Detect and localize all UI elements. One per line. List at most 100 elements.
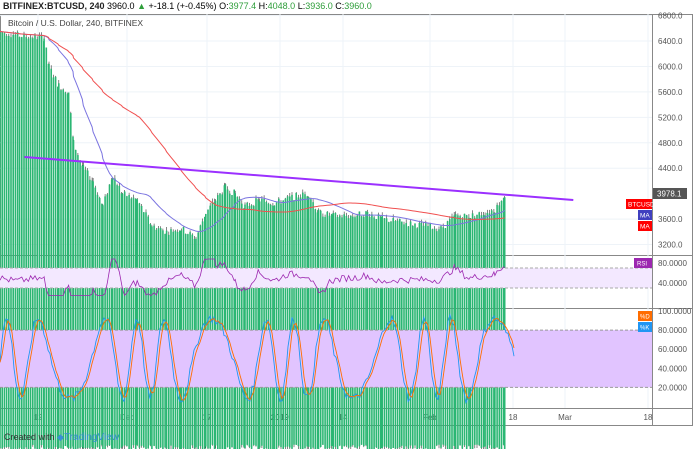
candle-body <box>130 198 133 449</box>
o-label: O: <box>219 1 229 11</box>
candle-body <box>38 35 41 449</box>
candle-body <box>234 193 236 449</box>
candle-body <box>226 189 229 448</box>
tradingview-logo-icon: ◆ <box>57 432 64 442</box>
series-badge <box>626 199 652 209</box>
candle-body <box>224 184 227 449</box>
x-tick-label: 14 <box>339 413 348 422</box>
candle-body <box>27 38 30 449</box>
candle-body <box>302 192 304 449</box>
candle-body <box>52 77 55 449</box>
y-tick-label: 5600.0 <box>658 88 683 97</box>
close: 3960.0 <box>344 1 372 11</box>
stoch-tick-label: 40.0000 <box>658 364 687 373</box>
candle-body <box>463 213 466 446</box>
candle-body <box>136 199 138 445</box>
candle-body <box>500 200 503 449</box>
candle-body <box>273 205 276 449</box>
candle-body <box>48 63 50 449</box>
candle-body <box>50 68 52 449</box>
chart-subtitle: Bitcoin / U.S. Dollar, 240, BITFINEX <box>8 18 144 28</box>
tradingview-brand[interactable]: TradingView <box>63 432 119 443</box>
candle-body <box>272 205 274 449</box>
candle-body <box>488 213 491 446</box>
candle-body <box>310 199 312 449</box>
footer[interactable]: Created with ◆TradingView <box>4 432 119 443</box>
candle-body <box>132 197 135 446</box>
candle-body <box>123 191 126 446</box>
candle-body <box>143 212 145 448</box>
candle-body <box>478 212 480 446</box>
candle-body <box>12 34 14 449</box>
candle-body <box>102 205 104 449</box>
candle-body <box>5 35 8 447</box>
candle-body <box>267 203 270 449</box>
candle-body <box>23 33 25 449</box>
stoch-tick-label: 100.0000 <box>658 307 692 316</box>
high: 4048.0 <box>267 1 296 11</box>
stoch-k-line <box>0 313 515 405</box>
candle-body <box>111 177 114 449</box>
candle-body <box>54 76 57 447</box>
candle-body <box>207 209 209 449</box>
candle-body <box>94 187 97 449</box>
candle-body <box>128 194 130 449</box>
candle-body <box>307 197 310 447</box>
last-price-badge <box>653 188 687 199</box>
rsi-line <box>0 258 505 297</box>
candle-body <box>238 198 241 449</box>
candle-body <box>79 160 81 448</box>
candle-body <box>58 83 60 448</box>
stoch-band <box>0 330 652 388</box>
candle-body <box>282 200 284 449</box>
stoch-tick-label: 80.0000 <box>658 326 687 335</box>
candle-body <box>118 185 121 449</box>
candle-body <box>297 197 300 447</box>
candle-body <box>8 35 10 447</box>
candle-body <box>81 165 84 447</box>
candle-body <box>3 33 6 448</box>
candle-body <box>236 196 239 449</box>
candle-body <box>91 180 93 448</box>
rsi-tick-label: 80.0000 <box>658 259 687 268</box>
series-badge-label: BTCUSD <box>628 202 655 209</box>
candle-body <box>126 196 128 446</box>
candle-body <box>258 201 261 448</box>
candle-body <box>257 199 259 449</box>
candle-body <box>82 164 85 449</box>
candle-body <box>233 189 235 449</box>
candle-body <box>74 149 77 449</box>
candle-body <box>29 37 32 449</box>
l-label: L: <box>297 1 306 11</box>
y-tick-label: 4400.0 <box>658 164 683 173</box>
up-arrow-icon: ▲ <box>137 1 146 11</box>
candle-body <box>219 193 221 449</box>
candle-body <box>498 205 501 449</box>
candle-body <box>213 202 216 449</box>
candle-body <box>140 205 143 446</box>
candle-body <box>255 198 257 446</box>
candle-body <box>358 211 361 447</box>
symbol-header: BITFINEX:BTCUSD, 240 3960.0 ▲ +-18.1 (+-… <box>3 1 372 11</box>
candle-body <box>72 140 75 449</box>
rsi-band <box>0 268 652 288</box>
candle-body <box>108 184 111 446</box>
x-tick-label: 12 <box>34 413 43 422</box>
candle-body <box>248 205 251 447</box>
candle-body <box>77 155 79 449</box>
h-label: H: <box>258 1 268 11</box>
candle-body <box>304 194 306 449</box>
created-with: Created with <box>4 432 55 442</box>
candle-body <box>121 193 124 447</box>
y-tick-label: 5200.0 <box>658 113 683 122</box>
x-tick-label: Mar <box>558 413 572 422</box>
stoch-d-line <box>0 318 515 401</box>
candle-body <box>490 210 493 449</box>
candle-body <box>18 37 21 448</box>
candle-body <box>221 194 223 449</box>
candle-body <box>231 195 233 447</box>
candle-body <box>89 179 91 449</box>
candle-body <box>25 37 27 448</box>
candle-body <box>365 211 367 445</box>
